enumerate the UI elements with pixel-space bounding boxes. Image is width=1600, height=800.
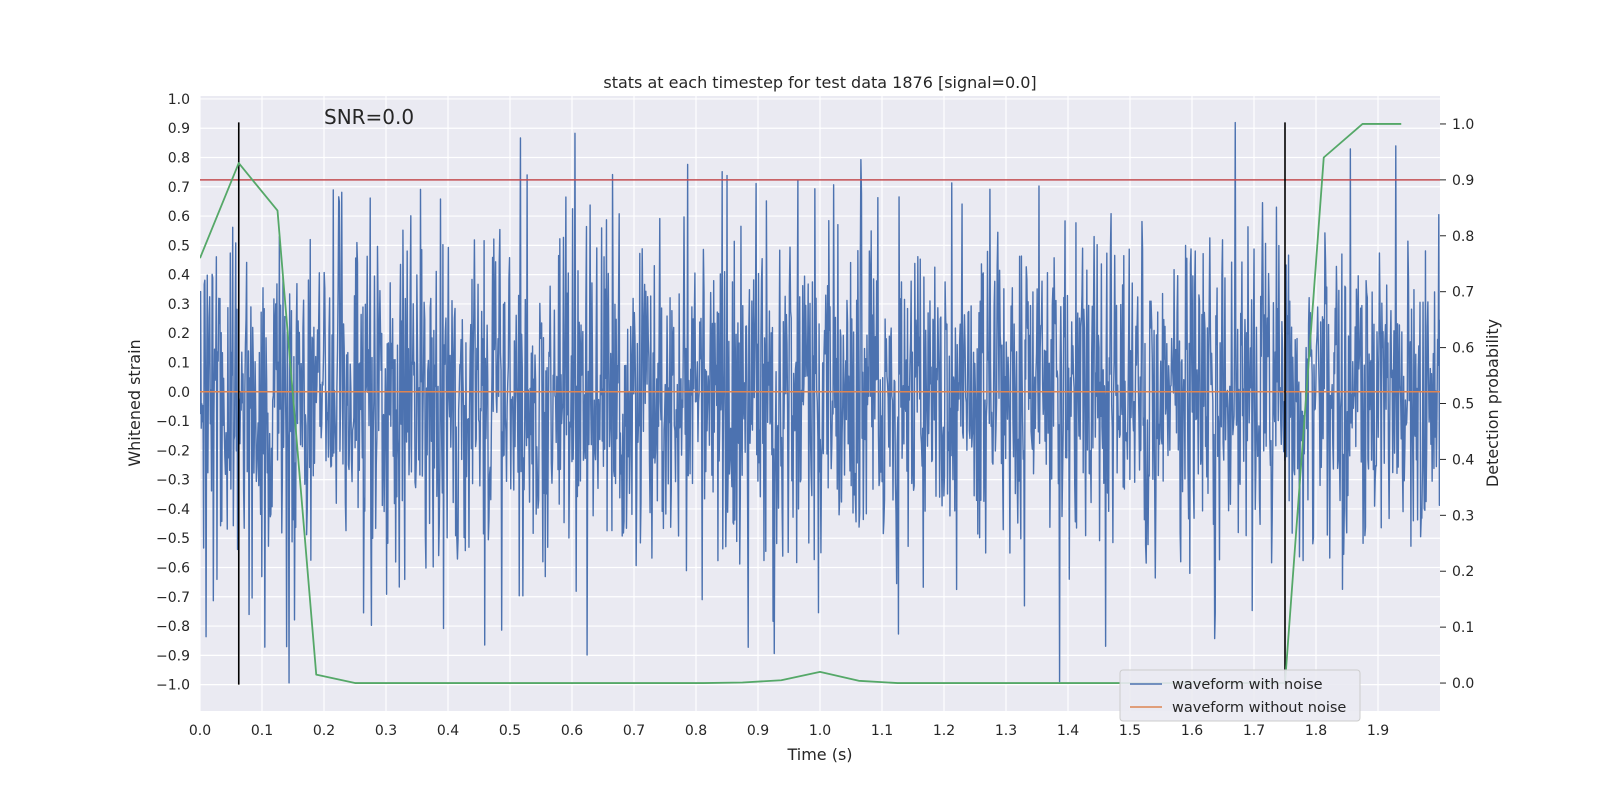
- x-tick-label: 1.6: [1181, 723, 1203, 739]
- y-tick-label: −1.0: [156, 678, 190, 694]
- y-tick-label: 0.4: [168, 268, 190, 284]
- y-tick-label: 0.7: [168, 180, 190, 196]
- legend: waveform with noise waveform without noi…: [1119, 669, 1361, 722]
- x-tick-label: 1.5: [1119, 723, 1141, 739]
- y2-tick-label: 1.0: [1452, 117, 1474, 133]
- tick-labels: 0.0 0.1 0.2 0.3 0.4 0.5 0.6 0.7 0.8 0.9 1.0 1.1 1.2 1…: [156, 92, 1474, 739]
- x-tick-label: 1.4: [1057, 723, 1079, 739]
- y-tick-label: −0.4: [156, 502, 190, 518]
- y-tick-label: −0.1: [156, 414, 190, 430]
- y-tick-label: −0.7: [156, 590, 190, 606]
- x-tick-label: 1.1: [871, 723, 893, 739]
- y2-tick-label: 0.1: [1452, 620, 1474, 636]
- y-tick-label: −0.9: [156, 648, 190, 664]
- x-tick-label: 0.5: [499, 723, 521, 739]
- x-tick-label: 1.9: [1367, 723, 1389, 739]
- y-tick-label: −0.5: [156, 531, 190, 547]
- y2-axis-title: Detection probability: [1483, 319, 1502, 487]
- x-tick-label: 1.7: [1243, 723, 1265, 739]
- y2-tick-label: 0.3: [1452, 508, 1474, 524]
- legend-box: [1119, 669, 1361, 722]
- x-tick-label: 0.3: [375, 723, 397, 739]
- y-tick-label: −0.6: [156, 561, 190, 577]
- x-tick-label: 0.4: [437, 723, 459, 739]
- y-tick-label: −0.3: [156, 473, 190, 489]
- y-tick-label: −0.8: [156, 619, 190, 635]
- x-tick-label: 0.8: [685, 723, 707, 739]
- y-tick-label: 1.0: [168, 92, 190, 108]
- x-tick-label: 1.0: [809, 723, 831, 739]
- y2-tick-label: 0.7: [1452, 285, 1474, 301]
- legend-label-waveform-without-noise: waveform without noise: [1172, 700, 1346, 716]
- x-tick-label: 0.6: [561, 723, 583, 739]
- y2-tick-label: 0.8: [1452, 229, 1474, 245]
- x-tick-label: 0.2: [313, 723, 335, 739]
- y-tick-label: −0.2: [156, 443, 190, 459]
- legend-label-waveform-with-noise: waveform with noise: [1172, 677, 1323, 693]
- x-tick-label: 0.0: [189, 723, 211, 739]
- x-tick-label: 1.2: [933, 723, 955, 739]
- y2-tick-label: 0.5: [1452, 397, 1474, 413]
- y-tick-label: 0.1: [168, 356, 190, 372]
- y-axis-title: Whitened strain: [125, 339, 144, 466]
- y2-tick-label: 0.0: [1452, 676, 1474, 692]
- y-tick-label: 0.5: [168, 238, 190, 254]
- noise-series: [200, 121, 1440, 684]
- x-tick-label: 0.1: [251, 723, 273, 739]
- x-tick-label: 1.8: [1305, 723, 1327, 739]
- y2-tick-label: 0.2: [1452, 564, 1474, 580]
- x-tick-label: 0.9: [747, 723, 769, 739]
- x-tick-label: 1.3: [995, 723, 1017, 739]
- y2-tick-label: 0.4: [1452, 452, 1474, 468]
- y-tick-label: 0.2: [168, 326, 190, 342]
- chart-title: stats at each timestep for test data 187…: [603, 73, 1036, 92]
- series-waveform-with-noise: [200, 121, 1440, 684]
- snr-annotation: SNR=0.0: [324, 105, 414, 129]
- y2-tick-label: 0.6: [1452, 341, 1474, 357]
- y-tick-label: 0.6: [168, 209, 190, 225]
- y-tick-label: 0.3: [168, 297, 190, 313]
- x-tick-label: 0.7: [623, 723, 645, 739]
- x-axis-title: Time (s): [786, 745, 852, 764]
- line-series: [200, 122, 1440, 685]
- y2-tick-label: 0.9: [1452, 173, 1474, 189]
- y-tick-label: 0.8: [168, 151, 190, 167]
- y-tick-label: 0.9: [168, 121, 190, 137]
- y-tick-label: 0.0: [168, 385, 190, 401]
